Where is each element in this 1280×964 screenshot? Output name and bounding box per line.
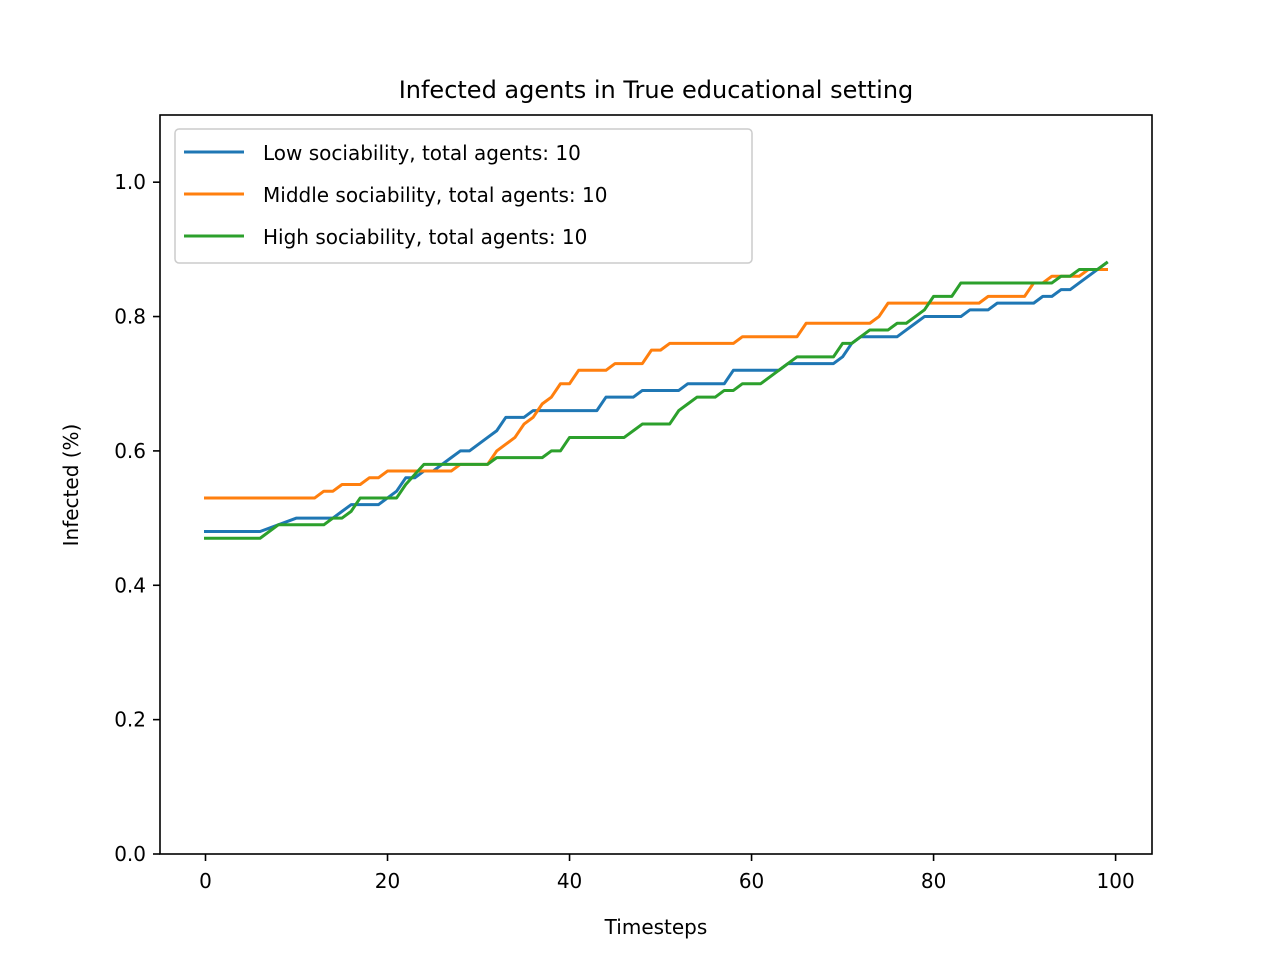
plot-frame bbox=[159, 114, 1153, 855]
y-tick-label: 0.2 bbox=[114, 708, 146, 732]
y-tick-label: 0.6 bbox=[114, 439, 146, 463]
legend: Low sociability, total agents: 10 Middle … bbox=[174, 128, 753, 264]
y-axis: 0.0 0.2 0.4 0.6 0.8 1.0 bbox=[114, 170, 160, 866]
legend-label-1: Low sociability, total agents: 10 bbox=[263, 141, 581, 165]
series-layer bbox=[204, 260, 1109, 540]
x-tick-label: 0 bbox=[199, 869, 212, 893]
y-tick-label: 1.0 bbox=[114, 170, 146, 194]
y-tick-label: 0.4 bbox=[114, 573, 146, 597]
legend-label-2: Middle sociability, total agents: 10 bbox=[263, 183, 607, 207]
legend-box bbox=[174, 128, 753, 264]
legend-label-3: High sociability, total agents: 10 bbox=[263, 225, 587, 249]
chart-title: Infected agents in True educational sett… bbox=[399, 76, 914, 104]
series-line-2 bbox=[204, 268, 1108, 500]
x-axis-label: Timesteps bbox=[604, 915, 708, 939]
x-axis: 0 20 40 60 80 100 bbox=[199, 854, 1135, 893]
series-line-1 bbox=[204, 260, 1109, 534]
x-tick-label: 100 bbox=[1097, 869, 1135, 893]
x-tick-label: 60 bbox=[739, 869, 764, 893]
series-line-3 bbox=[204, 260, 1109, 540]
y-tick-label: 0.8 bbox=[114, 305, 146, 329]
y-tick-label: 0.0 bbox=[114, 842, 146, 866]
x-tick-label: 80 bbox=[921, 869, 946, 893]
x-tick-label: 20 bbox=[375, 869, 400, 893]
x-tick-label: 40 bbox=[557, 869, 582, 893]
y-axis-label: Infected (%) bbox=[59, 424, 83, 547]
